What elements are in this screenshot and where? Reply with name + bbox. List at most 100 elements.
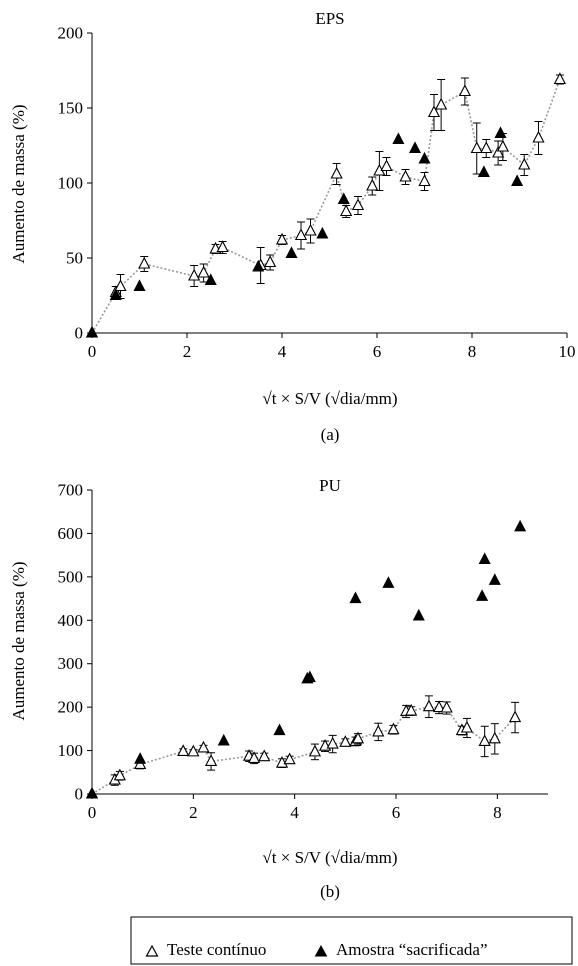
data-point-sacrificed <box>476 589 489 601</box>
data-point-sacrificed <box>204 273 217 285</box>
series-line <box>91 79 561 334</box>
data-point-sacrificed <box>285 246 298 258</box>
data-point-continuous <box>366 178 379 191</box>
y-tick-label: 100 <box>58 741 84 760</box>
data-point-continuous <box>427 105 441 118</box>
data-point-continuous <box>304 223 317 236</box>
y-tick-label: 600 <box>58 524 84 543</box>
y-tick-label: 300 <box>58 654 84 673</box>
x-tick-label: 10 <box>559 342 576 361</box>
data-point-continuous <box>339 735 352 747</box>
data-point-continuous <box>308 744 322 757</box>
y-tick-label: 400 <box>58 611 84 630</box>
data-point-sacrificed <box>408 141 422 153</box>
data-point-continuous <box>294 228 308 241</box>
data-point-continuous <box>418 174 431 187</box>
chart-caption: (a) <box>321 425 340 444</box>
data-point-continuous <box>372 724 385 737</box>
data-point-continuous <box>496 139 509 152</box>
data-point-continuous <box>432 700 446 713</box>
data-point-continuous <box>258 749 271 762</box>
data-point-continuous <box>458 84 471 97</box>
y-tick-label: 200 <box>58 698 84 717</box>
y-axis-label: Aumento de massa (%) <box>9 104 28 263</box>
x-tick-label: 0 <box>88 803 97 822</box>
data-point-continuous <box>460 720 474 733</box>
data-point-sacrificed <box>273 723 286 736</box>
data-point-continuous <box>380 159 393 172</box>
plot-area: 0 100 200 300 400 500 600 700 0 2 4 6 8 <box>58 481 548 822</box>
x-tick-label: 4 <box>278 342 287 361</box>
data-point-sacrificed <box>477 165 490 177</box>
data-point-sacrificed <box>412 608 425 621</box>
x-tick-label: 0 <box>88 342 97 361</box>
data-point-continuous <box>508 710 522 723</box>
data-point-sacrificed <box>514 519 527 532</box>
chart-title: EPS <box>315 9 344 28</box>
data-point-sacrificed <box>488 573 501 585</box>
plot-area: 0 50 100 150 200 0 2 4 6 8 10 <box>58 24 576 362</box>
data-point-sacrificed <box>217 733 230 746</box>
data-point-sacrificed <box>511 174 524 186</box>
legend-label-sacrificed: Amostra “sacrificada” <box>336 940 488 959</box>
data-point-continuous <box>330 166 343 179</box>
data-point-continuous <box>399 169 412 182</box>
data-point-continuous <box>177 744 190 756</box>
y-tick-label: 100 <box>58 174 84 193</box>
data-point-continuous <box>248 751 261 763</box>
data-point-continuous <box>188 268 201 281</box>
y-tick-label: 150 <box>58 99 84 118</box>
data-point-sacrificed <box>316 226 329 239</box>
data-point-sacrificed <box>392 132 405 144</box>
y-tick-label: 0 <box>75 785 84 804</box>
x-tick-label: 2 <box>183 342 192 361</box>
data-point-continuous <box>492 145 505 158</box>
chart-title: PU <box>319 476 341 495</box>
series-line <box>91 705 516 795</box>
data-point-continuous <box>138 256 151 269</box>
data-point-sacrificed <box>134 752 147 764</box>
data-point-continuous <box>405 703 418 716</box>
data-point-continuous <box>387 722 400 735</box>
y-tick-label: 700 <box>58 481 84 500</box>
data-point-sacrificed <box>252 259 265 272</box>
data-point-sacrificed <box>494 126 507 138</box>
data-point-continuous <box>480 141 493 154</box>
data-point-sacrificed <box>478 552 491 564</box>
legend-label-continuous: Teste contínuo <box>167 940 266 959</box>
y-axis-label: Aumento de massa (%) <box>9 561 28 720</box>
data-point-continuous <box>470 141 483 154</box>
x-tick-label: 4 <box>290 803 299 822</box>
data-point-continuous <box>283 752 296 765</box>
data-point-continuous <box>187 744 200 757</box>
data-point-continuous <box>518 157 531 170</box>
data-point-continuous <box>340 204 353 217</box>
data-point-continuous <box>264 255 277 268</box>
data-point-continuous <box>275 232 289 245</box>
x-tick-label: 8 <box>468 342 477 361</box>
data-point-continuous <box>326 736 339 749</box>
data-point-continuous <box>478 734 491 747</box>
filled-triangle-icon <box>314 944 328 957</box>
data-point-sacrificed <box>382 576 395 588</box>
x-tick-label: 2 <box>189 803 198 822</box>
data-point-sacrificed <box>109 288 122 300</box>
open-triangle-icon <box>145 944 159 957</box>
data-point-continuous <box>532 130 545 143</box>
data-point-sacrificed <box>303 670 316 683</box>
data-point-continuous <box>197 265 210 278</box>
x-axis-label: √t × S/V (√dia/mm) <box>262 848 397 867</box>
legend-box <box>130 916 573 965</box>
data-point-continuous <box>435 97 448 110</box>
x-tick-label: 8 <box>493 803 502 822</box>
y-tick-label: 200 <box>58 24 84 43</box>
x-tick-label: 6 <box>392 803 401 822</box>
chart-caption: (b) <box>320 882 340 901</box>
data-point-continuous <box>553 72 566 85</box>
y-tick-label: 0 <box>75 324 84 343</box>
x-tick-label: 6 <box>373 342 382 361</box>
data-point-continuous <box>422 699 436 712</box>
data-point-continuous <box>351 198 365 211</box>
data-point-sacrificed <box>85 786 99 799</box>
